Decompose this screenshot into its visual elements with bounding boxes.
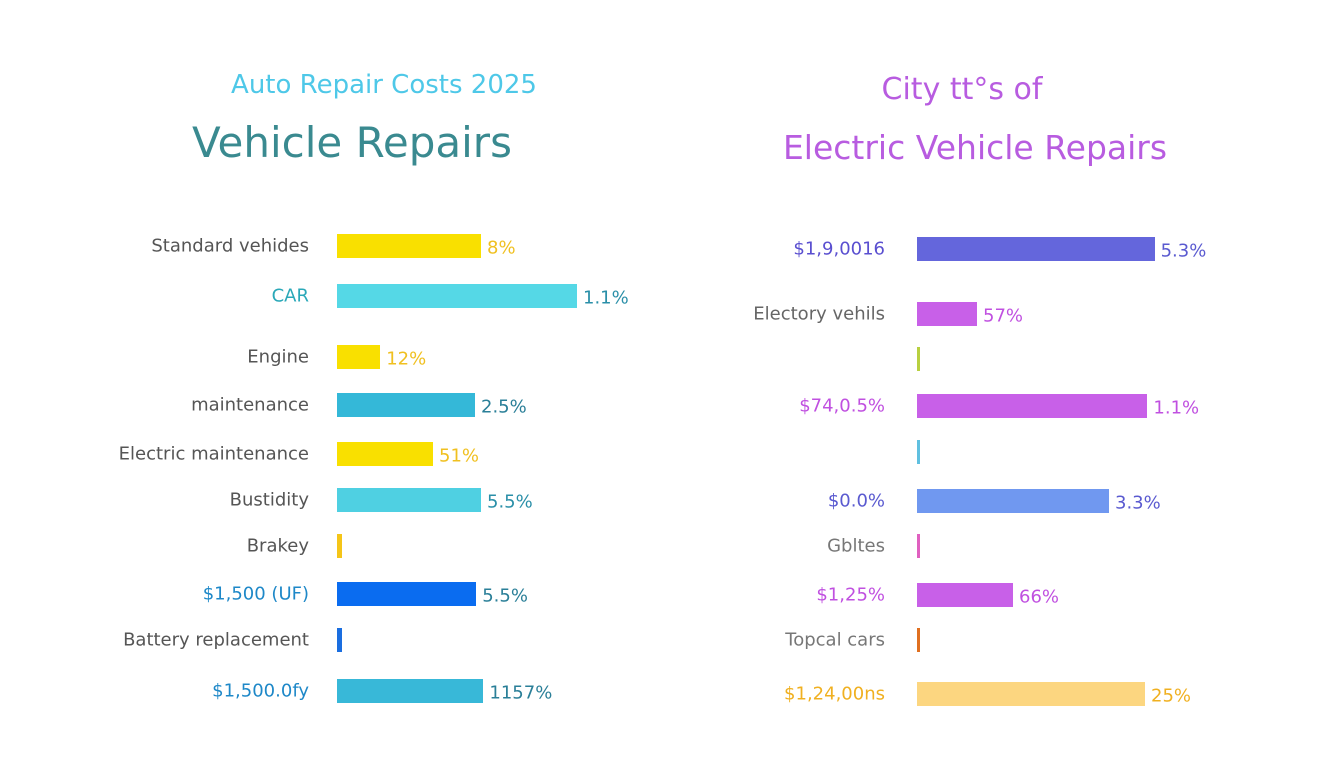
bar-label: $1,9,0016 <box>793 238 885 260</box>
bar-value-label: 3.3% <box>1115 492 1161 514</box>
bar <box>337 488 481 512</box>
bar-label: $1,500 (UF) <box>202 583 309 605</box>
bar-value-label: 1.1% <box>583 287 629 309</box>
left-chart-subtitle: Auto Repair Costs 2025 <box>231 70 537 100</box>
bar-value-label: 1.1% <box>1153 397 1200 419</box>
bar <box>917 394 1148 418</box>
bar <box>917 534 920 558</box>
bar-label: Bustidity <box>229 489 309 511</box>
bar-label: Electory vehils <box>753 303 885 325</box>
bar <box>917 440 920 464</box>
bar <box>337 345 381 369</box>
bar-value-label: 2.5% <box>481 396 527 418</box>
bar-label: Standard vehides <box>151 235 309 257</box>
bar-label: Engine <box>247 346 309 368</box>
right-chart-subtitle: City tt°s of <box>881 72 1043 107</box>
bar-label: $1,24,00ns <box>784 683 885 705</box>
bar <box>337 582 477 606</box>
bar-label: Battery replacement <box>123 629 309 651</box>
bar <box>337 628 342 652</box>
bar <box>337 679 484 703</box>
bar-value-label: 1157% <box>489 682 553 704</box>
bar-label: $0.0% <box>827 490 885 512</box>
left-chart-title: Vehicle Repairs <box>192 118 512 167</box>
bar <box>337 393 475 417</box>
bar-value-label: 57% <box>983 305 1024 327</box>
bar <box>917 237 1155 261</box>
bar-value-label: 51% <box>439 445 480 467</box>
bar-label: $74,0.5% <box>799 395 885 417</box>
bar <box>337 442 433 466</box>
bar <box>917 489 1109 513</box>
bar-label: $1,25% <box>816 584 885 606</box>
bar <box>337 534 342 558</box>
bar <box>337 284 577 308</box>
bar-label: CAR <box>271 285 309 307</box>
bar-label: Brakey <box>246 535 309 557</box>
bar-value-label: 5.5% <box>487 491 533 513</box>
bar-value-label: 5.3% <box>1160 240 1207 262</box>
bar <box>917 302 977 326</box>
right-chart-title: Electric Vehicle Repairs <box>782 128 1168 167</box>
bar <box>917 682 1145 706</box>
bar-label: $1,500.0fy <box>212 680 309 702</box>
bar <box>337 234 481 258</box>
bar-label: Topcal cars <box>785 629 885 651</box>
bar-value-label: 5.5% <box>482 585 528 607</box>
bar <box>917 583 1013 607</box>
bar-label: Electric maintenance <box>118 443 309 465</box>
bar-value-label: 8% <box>487 237 516 259</box>
bar-value-label: 66% <box>1019 586 1060 608</box>
bar-value-label: 12% <box>386 348 427 370</box>
bar-label: maintenance <box>191 394 309 416</box>
bar-value-label: 25% <box>1151 685 1192 707</box>
bar <box>917 628 920 652</box>
bar-label: Gbltes <box>827 535 885 557</box>
bar <box>917 347 920 371</box>
